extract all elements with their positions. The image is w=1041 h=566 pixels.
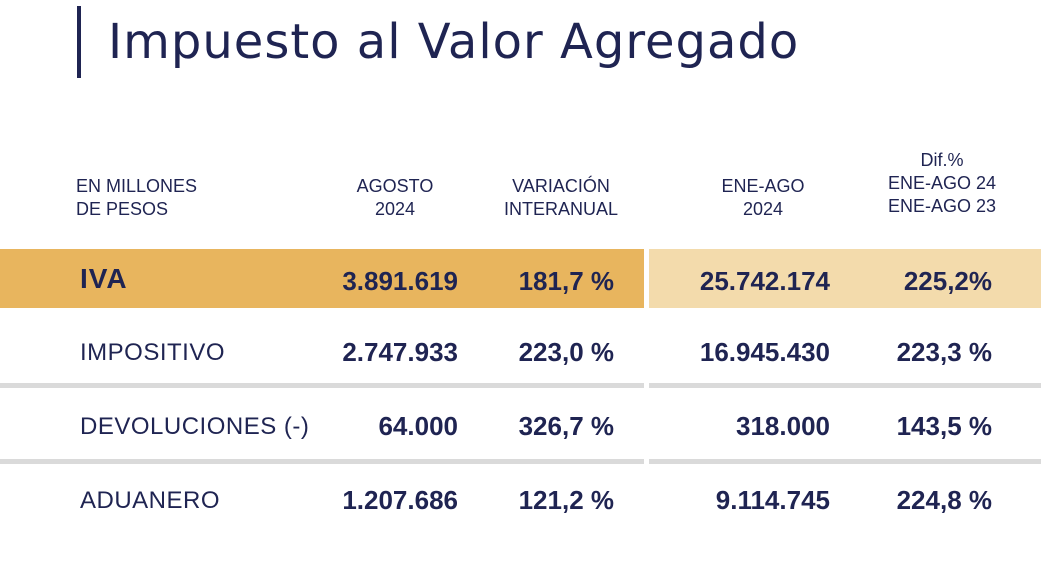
row-separator	[649, 383, 1041, 388]
row-separator	[649, 459, 1041, 464]
header-eneago-line2: 2024	[742, 199, 784, 219]
row-iva-variacion: 181,7 %	[518, 266, 614, 296]
row-aduanero-label: ADUANERO	[80, 487, 221, 514]
header-variacion: VARIACIÓN INTERANUAL	[488, 175, 634, 221]
row-separator	[0, 459, 644, 464]
header-eneago: ENE-AGO 2024	[700, 175, 826, 221]
row-iva-eneago: 25.742.174	[699, 266, 830, 296]
header-dif: Dif.% ENE-AGO 24 ENE-AGO 23	[870, 149, 1014, 218]
highlight-band-right	[649, 249, 1041, 308]
row-separator	[0, 383, 644, 388]
row-impositivo-eneago: 16.945.430	[699, 337, 830, 367]
row-aduanero-agosto: 1.207.686	[342, 485, 458, 515]
header-agosto-line2: 2024	[374, 199, 416, 219]
row-aduanero-dif: 224,8 %	[896, 485, 992, 515]
header-eneago-line1: ENE-AGO	[721, 176, 805, 196]
title-accent-bar	[77, 6, 81, 78]
row-devoluciones-eneago: 318.000	[736, 411, 830, 441]
row-devoluciones-dif: 143,5 %	[896, 411, 992, 441]
header-variacion-line1: VARIACIÓN	[512, 176, 610, 196]
header-dif-line3: ENE-AGO 23	[887, 196, 997, 216]
page-title: Impuesto al Valor Agregado	[108, 14, 800, 70]
highlight-band-left	[0, 249, 644, 308]
row-devoluciones-variacion: 326,7 %	[518, 411, 614, 441]
header-dif-line2: ENE-AGO 24	[887, 173, 997, 193]
row-impositivo-label: IMPOSITIVO	[80, 339, 226, 366]
row-devoluciones-label: DEVOLUCIONES (-)	[80, 413, 310, 440]
row-devoluciones-agosto: 64.000	[378, 411, 458, 441]
row-iva-label: IVA	[80, 263, 128, 294]
header-units-line2: DE PESOS	[76, 199, 169, 219]
row-aduanero-eneago: 9.114.745	[715, 485, 830, 515]
row-impositivo-agosto: 2.747.933	[342, 337, 458, 367]
header-agosto: AGOSTO 2024	[335, 175, 455, 221]
header-units-line1: EN MILLONES	[76, 176, 198, 196]
row-impositivo-dif: 223,3 %	[896, 337, 992, 367]
header-dif-line1: Dif.%	[920, 150, 964, 170]
row-iva-agosto: 3.891.619	[342, 266, 458, 296]
header-agosto-line1: AGOSTO	[356, 176, 434, 196]
header-units: EN MILLONES DE PESOS	[76, 175, 197, 221]
header-variacion-line2: INTERANUAL	[503, 199, 619, 219]
row-impositivo-variacion: 223,0 %	[518, 337, 614, 367]
row-aduanero-variacion: 121,2 %	[518, 485, 614, 515]
row-iva-dif: 225,2%	[903, 266, 992, 296]
